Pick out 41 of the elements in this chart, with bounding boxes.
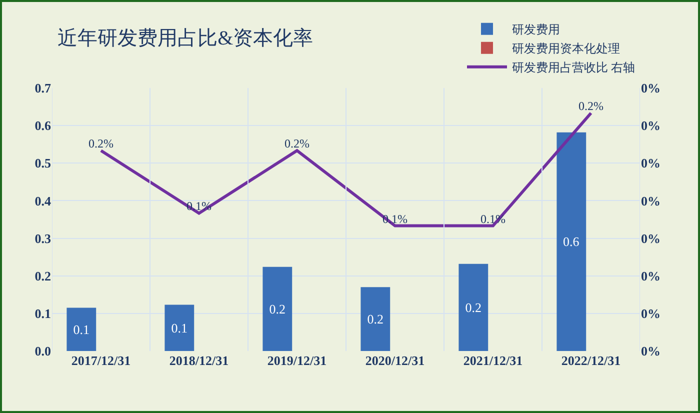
y-tick-label: 0.1: [34, 306, 51, 321]
legend-label: 研发费用占营收比 右轴: [512, 60, 635, 75]
y2-tick-label: 0%: [641, 118, 660, 134]
data-label: 0.1: [73, 322, 90, 337]
bar: [360, 287, 390, 351]
x-tick-label: 2019/12/31: [267, 353, 327, 368]
x-tick-label: 2020/12/31: [365, 353, 425, 368]
x-tick-label: 2017/12/31: [71, 353, 131, 368]
bar: [262, 266, 292, 351]
chart-title: 近年研发费用占比&资本化率: [58, 28, 314, 50]
data-label: 0.1: [171, 320, 188, 336]
y-tick-label: 0.7: [34, 80, 52, 96]
y2-tick-label: 0%: [641, 268, 660, 284]
bar: [458, 264, 488, 351]
y-tick-label: 0.6: [34, 118, 52, 134]
y-tick-label: 0.5: [34, 156, 52, 171]
y2-tick-label: 0%: [641, 193, 660, 208]
data-label: 0.2: [269, 301, 286, 316]
y-tick-label: 0.2: [34, 268, 51, 284]
y2-tick-label: 0%: [641, 344, 660, 359]
y-tick-label: 0.4: [34, 193, 52, 208]
y2-tick-label: 0%: [641, 80, 660, 96]
data-label: 0.2%: [88, 136, 114, 151]
y2-tick-label: 0%: [641, 156, 660, 171]
data-label: 0.2%: [578, 99, 604, 114]
y-tick-label: 0.0: [34, 344, 51, 359]
legend-label: 研发费用: [512, 22, 560, 37]
bar: [66, 308, 96, 351]
y2-tick-label: 0%: [641, 230, 660, 246]
bar: [164, 304, 194, 351]
data-label: 0.2%: [284, 136, 310, 151]
x-tick-label: 2021/12/31: [463, 353, 523, 368]
y-tick-label: 0.3: [34, 230, 52, 246]
data-label: 0.2: [367, 312, 384, 327]
data-label: 0.2: [465, 300, 482, 315]
x-tick-label: 2018/12/31: [169, 353, 229, 368]
legend-label: 研发费用资本化处理: [512, 42, 620, 56]
y2-tick-label: 0%: [641, 306, 660, 321]
x-tick-label: 2022/12/31: [561, 353, 621, 368]
data-label: 0.6: [563, 234, 580, 250]
bar: [556, 132, 586, 351]
